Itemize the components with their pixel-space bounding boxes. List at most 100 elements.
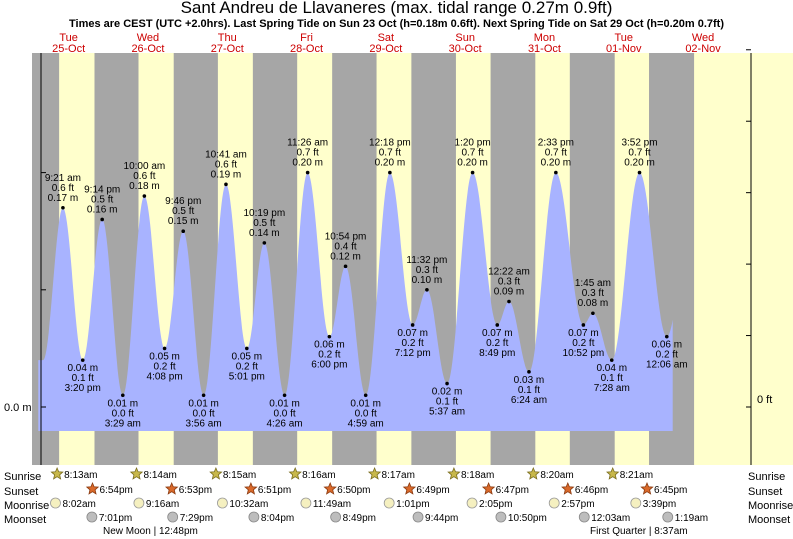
tide-point xyxy=(591,311,595,316)
tide-ft-label: 0.2 ft xyxy=(153,361,175,372)
day-date-label: 27-Oct xyxy=(211,43,244,55)
tide-point xyxy=(100,217,104,222)
tide-ft-label: 0.5 ft xyxy=(253,218,275,229)
tide-time-label: 6:24 am xyxy=(511,395,547,406)
tide-time-label: 10:19 pm xyxy=(243,208,285,219)
day-date-label: 29-Oct xyxy=(369,43,402,55)
tide-point xyxy=(162,346,167,351)
moonrise-time: 1:01pm xyxy=(396,499,429,510)
day-date-label: 25-Oct xyxy=(52,43,85,55)
tide-time-label: 11:26 am xyxy=(287,138,328,149)
sunrise-icon xyxy=(367,466,382,480)
tide-ft-label: 0.1 ft xyxy=(601,373,623,384)
tide-time-label: 8:49 pm xyxy=(479,348,515,359)
moonrise-icon xyxy=(383,497,395,509)
row-label-sunset-right: Sunset xyxy=(748,486,782,498)
astro-rows: Sunrise Sunrise Sunset Sunset Moonrise Moonri… xyxy=(4,466,793,537)
tide-ft-label: 0.7 ft xyxy=(379,148,401,159)
day-weekday-label: Fri xyxy=(300,32,313,44)
tide-m-label: 0.01 m xyxy=(108,398,139,409)
tide-time-label: 4:59 am xyxy=(348,418,384,429)
tide-area xyxy=(38,172,673,431)
tide-time-label: 10:52 pm xyxy=(563,348,605,359)
day-weekday-label: Mon xyxy=(534,32,555,44)
sunset-time: 6:54pm xyxy=(99,485,132,496)
moonrise-icon xyxy=(630,497,642,509)
tide-point xyxy=(343,264,348,269)
tide-m-label: 0.01 m xyxy=(269,398,300,409)
tide-point xyxy=(507,299,511,304)
tide-point xyxy=(527,370,531,374)
tide-ft-label: 0.7 ft xyxy=(297,148,319,159)
tide-m-label: 0.04 m xyxy=(67,363,98,374)
moonset-icon xyxy=(248,511,260,523)
moonrise-time: 8:02am xyxy=(62,499,95,510)
tide-point xyxy=(80,358,85,362)
day-weekday-label: Sun xyxy=(455,32,475,44)
tide-time-label: 9:14 pm xyxy=(84,184,120,195)
tide-ft-label: 0.7 ft xyxy=(461,148,483,159)
tide-point xyxy=(305,170,310,175)
row-label-moonset: Moonset xyxy=(4,514,46,526)
tide-ft-label: 0.0 ft xyxy=(355,408,377,419)
tide-time-label: 2:33 pm xyxy=(538,138,574,149)
moonrise-time: 2:05pm xyxy=(479,499,512,510)
moonrise-icon xyxy=(50,497,61,509)
tide-ft-label: 0.1 ft xyxy=(518,385,540,396)
bottom-gray-strip xyxy=(0,465,793,539)
tide-m-label: 0.20 m xyxy=(541,158,572,169)
sunrise-time: 8:13am xyxy=(64,470,97,481)
tide-point xyxy=(609,358,614,362)
day-weekday-label: Tue xyxy=(59,32,78,44)
tide-time-label: 3:20 pm xyxy=(65,383,101,394)
axes: 0.0 m 0 ft xyxy=(4,49,772,465)
tide-point xyxy=(495,323,500,327)
tide-m-label: 0.02 m xyxy=(432,387,463,398)
tide-ft-label: 0.7 ft xyxy=(628,148,650,159)
tide-m-label: 0.06 m xyxy=(314,340,345,351)
sunrise-icon xyxy=(447,466,461,480)
day-weekday-label: Thu xyxy=(218,32,237,44)
tide-point xyxy=(581,323,586,327)
moonset-icon xyxy=(495,511,507,523)
tide-time-label: 10:00 am xyxy=(124,161,166,172)
tide-m-label: 0.09 m xyxy=(494,287,525,298)
row-label-moonrise: Moonrise xyxy=(4,500,49,512)
row-label-moonset-right: Moonset xyxy=(748,514,790,526)
moonset-time: 9:44pm xyxy=(425,513,458,524)
tide-point xyxy=(142,194,147,198)
sunset-time: 6:47pm xyxy=(496,485,529,496)
tide-time-label: 12:18 pm xyxy=(369,138,411,149)
tide-point xyxy=(262,241,267,245)
day-weekday-label: Sat xyxy=(378,32,395,44)
tide-ft-label: 0.7 ft xyxy=(545,148,567,159)
tide-ft-label: 0.2 ft xyxy=(318,350,340,361)
tide-m-label: 0.07 m xyxy=(397,328,428,339)
tide-point xyxy=(410,323,415,327)
moonrise-time: 2:57pm xyxy=(561,499,594,510)
tide-point xyxy=(425,288,429,292)
moonset-time: 1:19am xyxy=(675,513,708,524)
tide-m-label: 0.05 m xyxy=(149,351,180,362)
sunrise-time: 8:16am xyxy=(302,470,335,481)
tide-time-label: 5:01 pm xyxy=(229,371,265,382)
sunset-time: 6:53pm xyxy=(179,485,212,496)
tide-ft-label: 0.1 ft xyxy=(72,373,94,384)
tide-m-label: 0.01 m xyxy=(350,398,381,409)
sunrise-time: 8:14am xyxy=(143,470,176,481)
tide-point xyxy=(388,170,392,175)
tide-ft-label: 0.3 ft xyxy=(582,288,604,299)
tide-time-label: 7:28 am xyxy=(594,383,630,394)
tide-point xyxy=(327,334,332,339)
tide-time-label: 4:08 pm xyxy=(147,371,183,382)
tide-m-label: 0.12 m xyxy=(330,251,361,262)
moonset-time: 8:49pm xyxy=(343,513,376,524)
tide-point xyxy=(224,182,228,187)
tide-m-label: 0.17 m xyxy=(48,193,79,204)
tide-ft-label: 0.3 ft xyxy=(498,277,520,288)
sunset-icon xyxy=(85,481,100,495)
tide-m-label: 0.20 m xyxy=(375,158,406,169)
tide-point xyxy=(181,229,186,233)
moonrise-icon xyxy=(548,497,560,509)
sunrise-time: 8:21am xyxy=(620,470,653,481)
